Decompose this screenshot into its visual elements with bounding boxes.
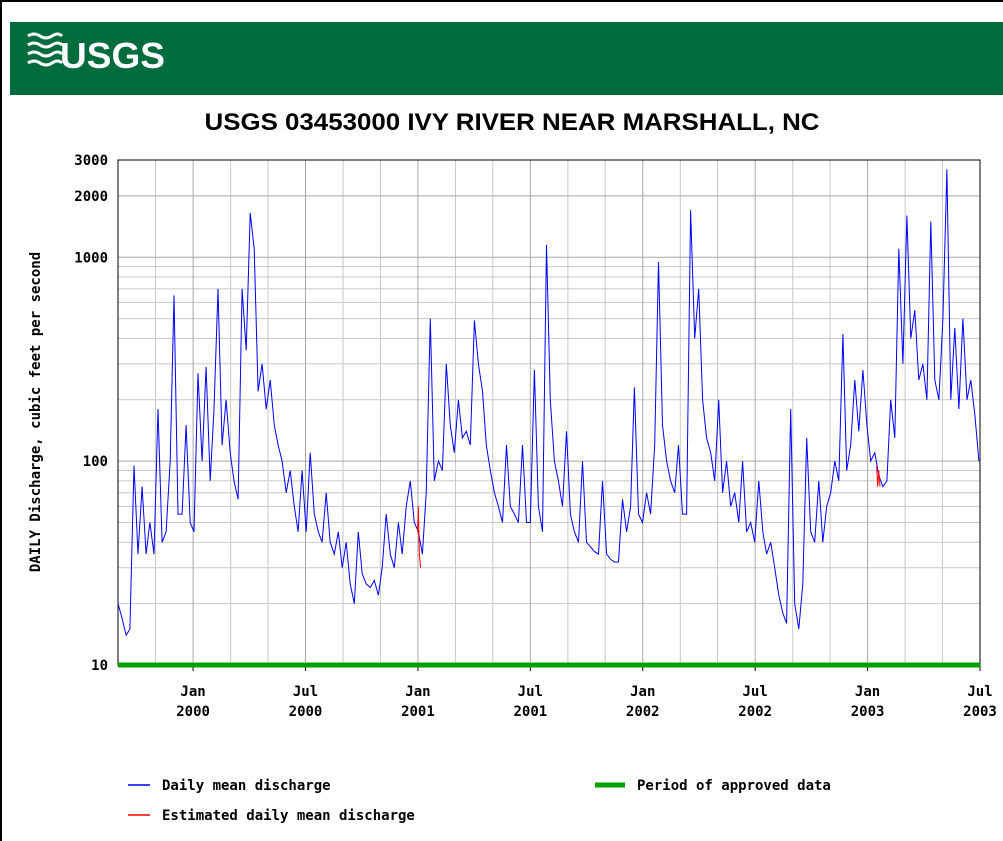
plot-frame — [117, 159, 981, 666]
x-tick-label: Jul 2003 — [963, 684, 997, 720]
x-tick-label: Jan 2000 — [176, 684, 210, 720]
header-bar — [10, 22, 1003, 95]
x-tick-label: Jan 2001 — [401, 684, 435, 720]
y-tick-label: 100 — [83, 454, 108, 470]
legend-label: Daily mean discharge — [162, 778, 331, 794]
x-tick-label: Jul 2001 — [513, 684, 548, 720]
x-tick-label: Jul 2002 — [738, 684, 773, 720]
x-tick-label: Jan 2003 — [850, 684, 885, 720]
y-tick-label: 1000 — [74, 250, 108, 266]
legend-label: Estimated daily mean discharge — [162, 808, 415, 824]
x-tick-label: Jan 2002 — [625, 684, 660, 720]
y-axis-label: DAILY Discharge, cubic feet per second — [28, 252, 44, 572]
legend-label: Period of approved data — [637, 778, 831, 794]
data-line — [117, 169, 980, 637]
x-tick-label: Jul 2000 — [288, 684, 323, 720]
logo-waves — [27, 32, 64, 67]
logo-text: USGS — [60, 35, 165, 76]
data-line — [417, 465, 881, 568]
y-tick-label: 3000 — [74, 153, 108, 169]
y-tick-label: 2000 — [74, 189, 108, 205]
y-tick-label: 10 — [91, 658, 108, 674]
chart-title: USGS 03453000 IVY RIVER NEAR MARSHALL, N… — [205, 109, 820, 136]
